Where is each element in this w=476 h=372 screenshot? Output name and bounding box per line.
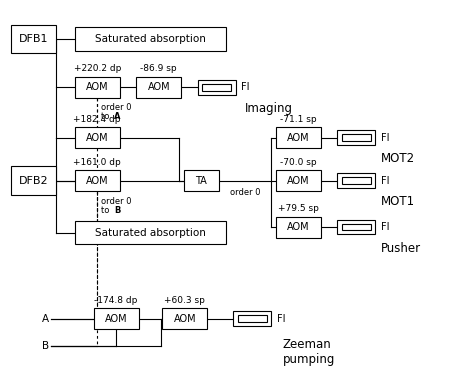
Text: FI: FI xyxy=(277,314,285,324)
Bar xyxy=(75,170,119,191)
Bar xyxy=(342,134,371,141)
Text: AOM: AOM xyxy=(86,83,109,92)
Text: order 0: order 0 xyxy=(101,103,131,112)
Bar xyxy=(75,28,226,51)
Text: +182.4 dp: +182.4 dp xyxy=(73,115,121,124)
Bar xyxy=(238,315,267,322)
Text: -71.1 sp: -71.1 sp xyxy=(280,115,317,124)
Text: -70.0 sp: -70.0 sp xyxy=(280,158,317,167)
Text: AOM: AOM xyxy=(287,132,310,142)
Text: -86.9 sp: -86.9 sp xyxy=(140,64,177,73)
Text: DFB1: DFB1 xyxy=(19,34,48,44)
Bar xyxy=(11,166,56,195)
Text: Pusher: Pusher xyxy=(381,241,421,254)
Text: +220.2 dp: +220.2 dp xyxy=(73,64,121,73)
Text: AOM: AOM xyxy=(148,83,170,92)
Bar xyxy=(276,217,321,238)
Text: +79.5 sp: +79.5 sp xyxy=(278,204,319,213)
Text: AOM: AOM xyxy=(287,222,310,232)
Text: FI: FI xyxy=(381,132,389,142)
Bar xyxy=(94,308,139,329)
Text: FI: FI xyxy=(381,176,389,186)
Bar xyxy=(136,77,181,98)
Bar xyxy=(11,25,56,53)
Bar xyxy=(233,311,271,326)
Bar xyxy=(202,84,231,90)
Text: TA: TA xyxy=(196,176,207,186)
Text: A: A xyxy=(41,314,49,324)
Bar xyxy=(276,127,321,148)
Bar xyxy=(342,224,371,230)
Text: order 0: order 0 xyxy=(101,197,131,206)
Text: B: B xyxy=(114,206,120,215)
Bar xyxy=(337,131,375,145)
Bar xyxy=(162,308,207,329)
Bar xyxy=(184,170,219,191)
Bar xyxy=(198,80,236,94)
Text: FI: FI xyxy=(241,83,250,92)
Bar xyxy=(75,221,226,244)
Text: +161.0 dp: +161.0 dp xyxy=(73,158,121,167)
Text: AOM: AOM xyxy=(86,176,109,186)
Text: AOM: AOM xyxy=(173,314,196,324)
Text: Saturated absorption: Saturated absorption xyxy=(95,228,206,238)
Text: FI: FI xyxy=(381,222,389,232)
Bar xyxy=(342,177,371,184)
Bar xyxy=(75,127,119,148)
Text: AOM: AOM xyxy=(287,176,310,186)
Text: to: to xyxy=(101,206,112,215)
Bar xyxy=(337,220,375,234)
Text: B: B xyxy=(41,341,49,351)
Text: Zeeman
pumping: Zeeman pumping xyxy=(283,338,335,366)
Text: +60.3 sp: +60.3 sp xyxy=(164,296,205,305)
Text: to: to xyxy=(101,112,112,121)
Bar xyxy=(276,170,321,191)
Bar xyxy=(337,173,375,188)
Text: Saturated absorption: Saturated absorption xyxy=(95,34,206,44)
Text: -174.8 dp: -174.8 dp xyxy=(94,296,138,305)
Text: DFB2: DFB2 xyxy=(19,176,48,186)
Text: AOM: AOM xyxy=(105,314,128,324)
Text: order 0: order 0 xyxy=(230,189,260,198)
Text: A: A xyxy=(114,112,121,121)
Text: MOT2: MOT2 xyxy=(381,152,415,165)
Text: Imaging: Imaging xyxy=(245,102,293,115)
Bar xyxy=(75,77,119,98)
Text: AOM: AOM xyxy=(86,132,109,142)
Text: MOT1: MOT1 xyxy=(381,195,415,208)
